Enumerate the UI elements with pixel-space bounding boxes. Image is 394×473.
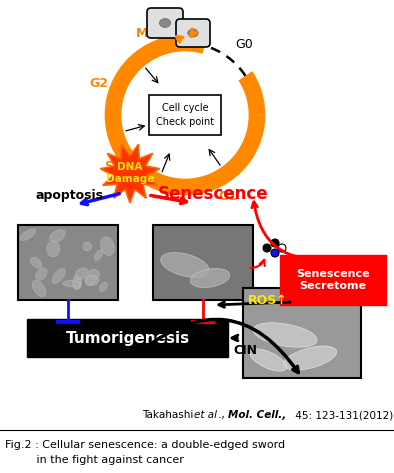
Text: S: S [104,160,113,173]
Ellipse shape [283,346,337,370]
Ellipse shape [94,250,103,261]
Ellipse shape [73,278,82,289]
Ellipse shape [161,253,209,278]
Ellipse shape [52,269,65,283]
FancyBboxPatch shape [280,255,386,305]
Polygon shape [132,54,146,66]
Ellipse shape [188,29,198,37]
Circle shape [278,244,286,252]
Circle shape [271,239,279,247]
Bar [153,225,253,300]
Ellipse shape [20,229,35,241]
Bar [18,225,118,300]
Ellipse shape [50,230,65,242]
Ellipse shape [72,275,82,289]
Text: Tumorigenesis: Tumorigenesis [65,331,190,345]
Text: M: M [136,27,148,40]
Circle shape [263,244,271,252]
Ellipse shape [100,237,114,256]
Text: G2: G2 [89,77,108,90]
FancyBboxPatch shape [176,19,210,47]
Ellipse shape [75,268,88,280]
Ellipse shape [249,349,286,371]
FancyBboxPatch shape [147,8,183,38]
Text: apoptosis: apoptosis [36,190,104,202]
Ellipse shape [160,18,171,27]
Text: Senescence
Secretome: Senescence Secretome [296,269,370,291]
Ellipse shape [85,275,99,286]
Ellipse shape [36,268,47,280]
Text: Mol. Cell.,: Mol. Cell., [228,410,286,420]
Ellipse shape [31,257,42,268]
Ellipse shape [88,270,100,279]
Text: CIN: CIN [233,343,257,357]
Ellipse shape [100,282,107,291]
Text: Cell cycle
Check point: Cell cycle Check point [156,103,214,127]
Text: G0: G0 [235,38,253,51]
Text: in the fight against cancer: in the fight against cancer [5,455,184,465]
Ellipse shape [63,280,80,287]
Text: Fig.2 : Cellular senescence: a double-edged sword: Fig.2 : Cellular senescence: a double-ed… [5,440,285,450]
Text: Senescence: Senescence [158,185,268,203]
Ellipse shape [253,323,317,347]
Circle shape [271,249,279,257]
Text: DNA
Damage: DNA Damage [106,162,154,184]
Text: ROS↑: ROS↑ [248,294,288,307]
Polygon shape [100,144,160,203]
Ellipse shape [32,280,46,297]
Ellipse shape [85,275,97,285]
Bar [243,288,361,378]
Ellipse shape [83,242,92,251]
Text: Takahashi: Takahashi [142,410,197,420]
Ellipse shape [47,241,60,257]
FancyBboxPatch shape [149,95,221,135]
Text: 45: 123-131(2012): 45: 123-131(2012) [292,410,393,420]
Text: et al: et al [194,410,217,420]
FancyBboxPatch shape [27,319,228,357]
Text: .,: ., [218,410,228,420]
Text: G1: G1 [219,190,238,203]
Ellipse shape [190,269,230,288]
